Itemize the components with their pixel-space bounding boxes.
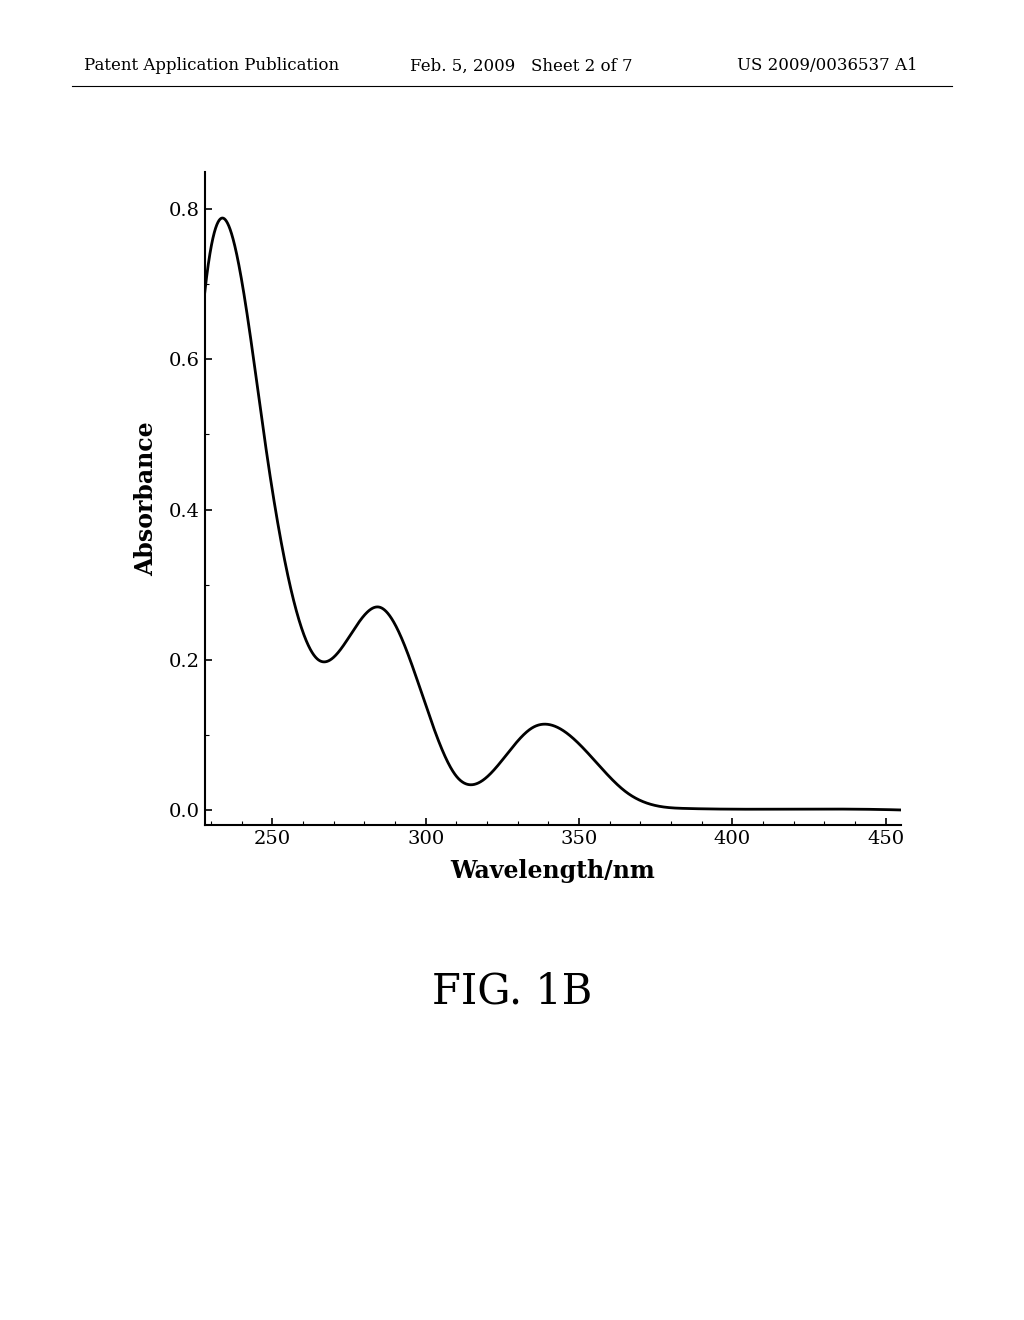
Text: FIG. 1B: FIG. 1B: [432, 970, 592, 1012]
Y-axis label: Absorbance: Absorbance: [134, 421, 158, 576]
Text: Patent Application Publication: Patent Application Publication: [84, 58, 339, 74]
Text: Feb. 5, 2009   Sheet 2 of 7: Feb. 5, 2009 Sheet 2 of 7: [410, 58, 632, 74]
X-axis label: Wavelength/nm: Wavelength/nm: [451, 859, 655, 883]
Text: US 2009/0036537 A1: US 2009/0036537 A1: [737, 58, 918, 74]
